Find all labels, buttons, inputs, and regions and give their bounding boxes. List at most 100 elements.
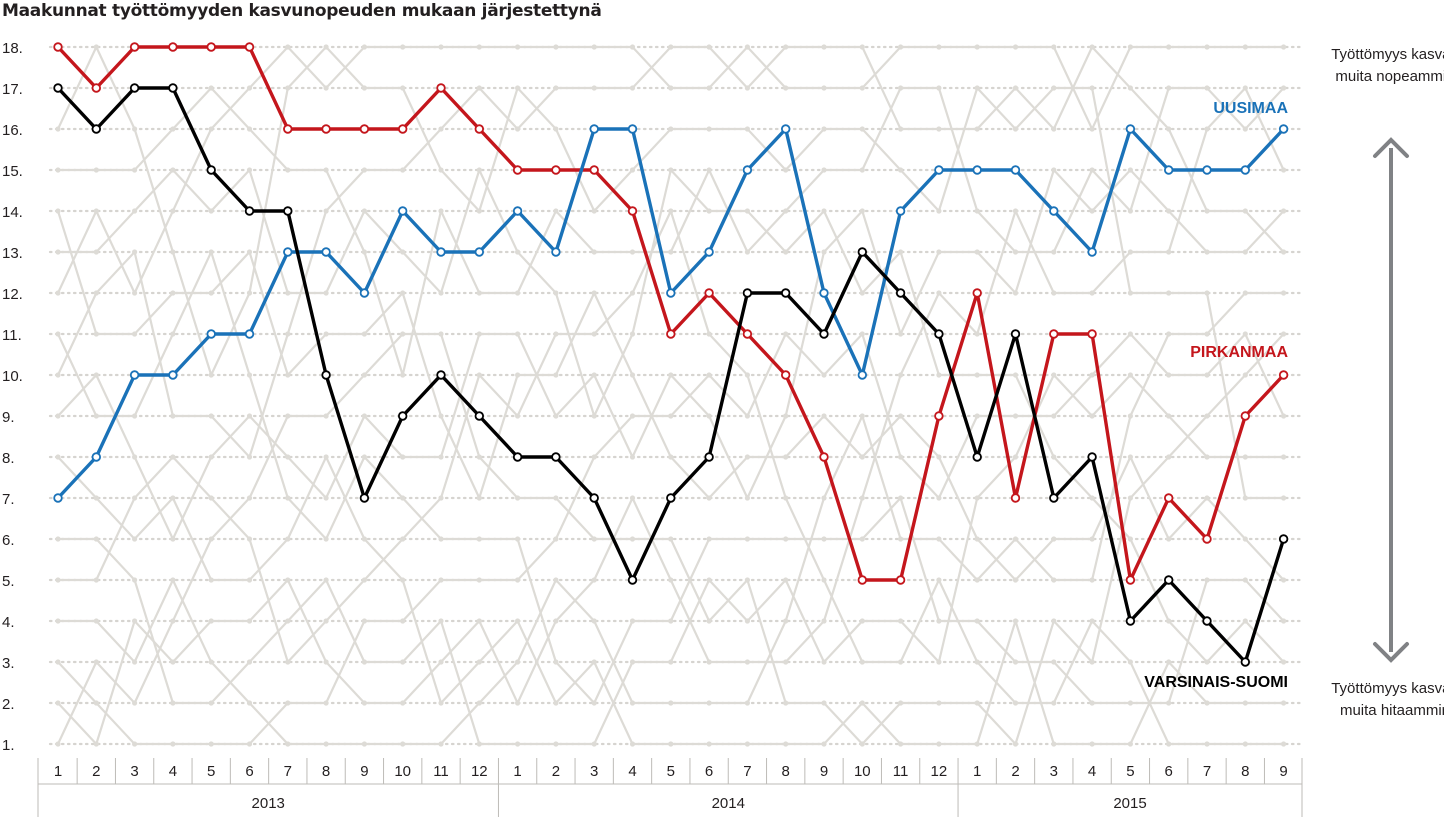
- background-point: [1089, 167, 1095, 173]
- background-point: [400, 659, 406, 665]
- series-point: [972, 165, 982, 175]
- background-point: [323, 331, 329, 337]
- x-tick-label: 8: [782, 763, 790, 780]
- series-point: [1202, 165, 1212, 175]
- background-point: [553, 700, 559, 706]
- background-point: [1204, 495, 1210, 501]
- background-point: [132, 331, 138, 337]
- background-point: [821, 372, 827, 378]
- background-point: [629, 495, 636, 501]
- background-point: [246, 85, 253, 91]
- background-point: [476, 331, 482, 337]
- background-point: [170, 126, 176, 132]
- background-point: [400, 290, 406, 296]
- y-tick-label: 14.: [2, 204, 23, 221]
- background-point: [323, 741, 329, 747]
- x-tick-label: 3: [130, 763, 138, 780]
- background-point: [974, 44, 980, 50]
- background-point: [859, 536, 865, 542]
- background-point: [744, 618, 751, 624]
- background-point: [553, 208, 559, 214]
- year-label: 2013: [252, 795, 285, 812]
- background-point: [1127, 700, 1133, 706]
- background-point: [361, 454, 367, 460]
- background-point: [476, 290, 482, 296]
- background-point: [93, 167, 99, 173]
- background-region-line: [58, 291, 1284, 746]
- background-point: [1242, 536, 1248, 542]
- x-tick-label: 2: [1011, 763, 1019, 780]
- background-point: [1166, 44, 1172, 50]
- series-point: [857, 575, 867, 585]
- background-point: [936, 85, 942, 91]
- background-point: [1012, 700, 1019, 706]
- background-point: [361, 249, 367, 255]
- background-point: [936, 44, 942, 50]
- background-point: [93, 659, 99, 665]
- series-point: [321, 247, 331, 257]
- background-point: [1281, 249, 1287, 255]
- background-point: [1281, 495, 1287, 501]
- background-point: [1166, 331, 1172, 337]
- background-point: [132, 413, 138, 419]
- x-tick-label: 6: [245, 763, 253, 780]
- background-point: [1051, 700, 1057, 706]
- background-point: [55, 208, 61, 214]
- series-point: [857, 247, 867, 257]
- background-point: [132, 167, 138, 173]
- background-point: [1012, 741, 1019, 747]
- background-point: [1051, 290, 1057, 296]
- background-point: [170, 290, 176, 296]
- series-point: [474, 247, 484, 257]
- x-tick-label: 5: [1126, 763, 1134, 780]
- background-point: [132, 249, 138, 255]
- series-point: [512, 452, 523, 462]
- background-point: [1166, 85, 1172, 91]
- background-point: [361, 577, 367, 583]
- background-point: [55, 331, 61, 337]
- y-tick-label: 8.: [2, 450, 15, 467]
- background-point: [553, 331, 559, 337]
- background-point: [1127, 331, 1133, 337]
- background-point: [629, 536, 636, 542]
- background-point: [859, 618, 865, 624]
- background-point: [1204, 290, 1210, 296]
- background-point: [170, 167, 176, 173]
- background-point: [170, 331, 176, 337]
- background-point: [668, 249, 674, 255]
- background-point: [974, 331, 980, 337]
- background-point: [323, 208, 329, 214]
- background-point: [783, 618, 789, 624]
- background-point: [246, 577, 253, 583]
- background-point: [706, 208, 712, 214]
- series-point: [819, 288, 829, 298]
- series-point: [1202, 534, 1212, 544]
- background-point: [706, 85, 712, 91]
- background-point: [476, 618, 482, 624]
- background-point: [55, 413, 61, 419]
- background-point: [553, 126, 559, 132]
- background-point: [1012, 536, 1019, 542]
- background-point: [783, 536, 789, 542]
- background-point: [1127, 495, 1133, 501]
- background-point: [476, 659, 482, 665]
- background-point: [476, 372, 482, 378]
- series-line: [56, 127, 1285, 500]
- series-point: [781, 124, 791, 134]
- series-point: [1240, 657, 1250, 667]
- background-point: [246, 167, 253, 173]
- series-point: [436, 247, 446, 257]
- background-point: [361, 413, 367, 419]
- background-point: [1012, 44, 1019, 50]
- background-point: [515, 249, 521, 255]
- chart-title: Maakunnat työttömyyden kasvunopeuden muk…: [2, 1, 602, 21]
- x-tick-label: 5: [207, 763, 215, 780]
- background-point: [246, 454, 253, 460]
- background-point: [515, 126, 521, 132]
- background-point: [629, 413, 636, 419]
- background-point: [285, 290, 291, 296]
- x-tick-label: 4: [1088, 763, 1096, 780]
- series-point: [321, 124, 331, 134]
- background-point: [706, 331, 712, 337]
